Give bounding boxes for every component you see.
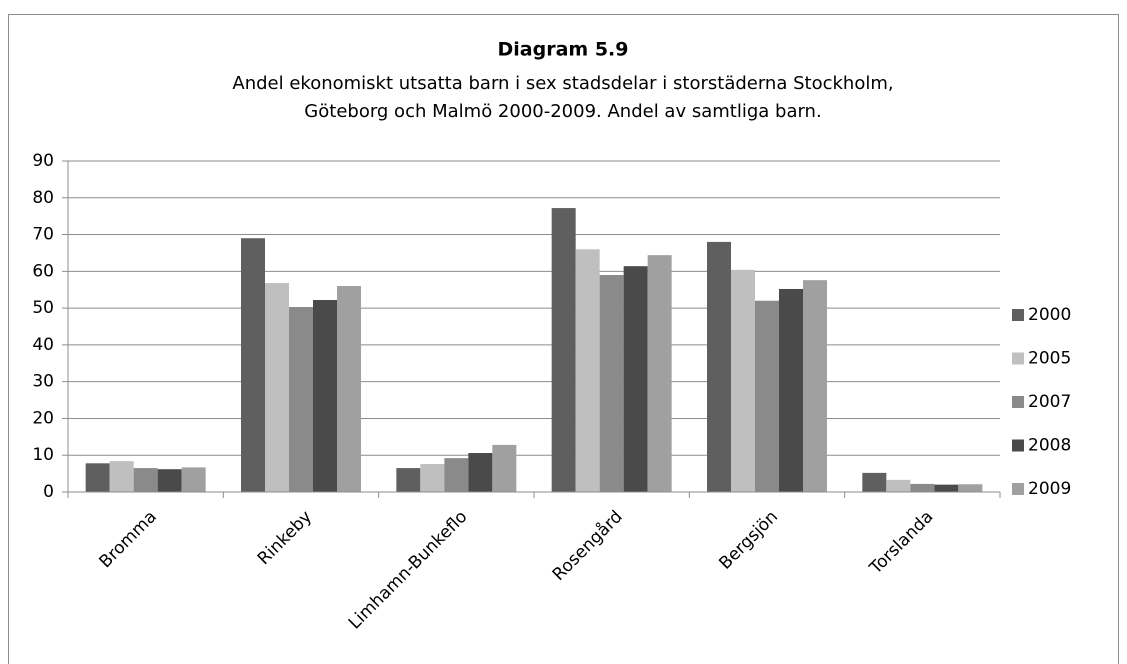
legend-swatch bbox=[1012, 396, 1024, 408]
bar bbox=[958, 484, 983, 492]
bar bbox=[396, 468, 421, 492]
legend-label: 2008 bbox=[1028, 436, 1071, 456]
chart-subtitle: Göteborg och Malmö 2000-2009. Andel av s… bbox=[304, 101, 821, 122]
y-tick-label: 30 bbox=[32, 372, 54, 392]
bar bbox=[241, 238, 265, 492]
bar bbox=[157, 469, 182, 492]
bar bbox=[623, 266, 648, 492]
y-tick-label: 90 bbox=[32, 151, 54, 171]
bar bbox=[779, 288, 803, 492]
chart-subtitle: Andel ekonomiskt utsatta barn i sex stad… bbox=[232, 73, 893, 94]
bar bbox=[492, 444, 517, 492]
legend-label: 2005 bbox=[1028, 349, 1071, 369]
bar bbox=[420, 464, 445, 492]
bar bbox=[575, 249, 600, 492]
y-tick-label: 60 bbox=[32, 261, 54, 281]
legend-label: 2009 bbox=[1028, 479, 1071, 499]
y-tick-label: 10 bbox=[32, 445, 54, 465]
bar bbox=[647, 255, 672, 492]
bar bbox=[289, 307, 313, 492]
y-tick-label: 80 bbox=[32, 188, 54, 208]
bar bbox=[133, 468, 158, 492]
y-tick-label: 40 bbox=[32, 335, 54, 355]
bar bbox=[181, 467, 206, 492]
bar bbox=[731, 269, 755, 492]
bar bbox=[803, 280, 827, 492]
bar bbox=[444, 458, 469, 492]
legend-label: 2000 bbox=[1028, 305, 1071, 325]
legend-swatch bbox=[1012, 352, 1024, 365]
bar bbox=[337, 286, 361, 492]
bar bbox=[886, 479, 911, 492]
y-tick-label: 70 bbox=[32, 225, 54, 245]
bar bbox=[85, 463, 110, 492]
legend-swatch bbox=[1012, 439, 1024, 452]
bar bbox=[755, 300, 779, 492]
bar bbox=[313, 300, 337, 492]
bar bbox=[551, 208, 576, 492]
y-tick-label: 50 bbox=[32, 298, 54, 318]
y-tick-label: 20 bbox=[32, 408, 54, 428]
bar bbox=[468, 453, 493, 492]
bar bbox=[934, 484, 959, 492]
bar bbox=[109, 461, 134, 492]
bar bbox=[599, 275, 624, 492]
legend-swatch bbox=[1012, 483, 1024, 495]
legend-swatch bbox=[1012, 309, 1024, 321]
legend-label: 2007 bbox=[1028, 392, 1071, 412]
bar bbox=[862, 472, 887, 492]
bar bbox=[265, 283, 289, 492]
bar bbox=[910, 483, 935, 492]
y-tick-label: 0 bbox=[43, 482, 54, 502]
chart-title: Diagram 5.9 bbox=[498, 39, 629, 61]
bar bbox=[707, 241, 731, 492]
